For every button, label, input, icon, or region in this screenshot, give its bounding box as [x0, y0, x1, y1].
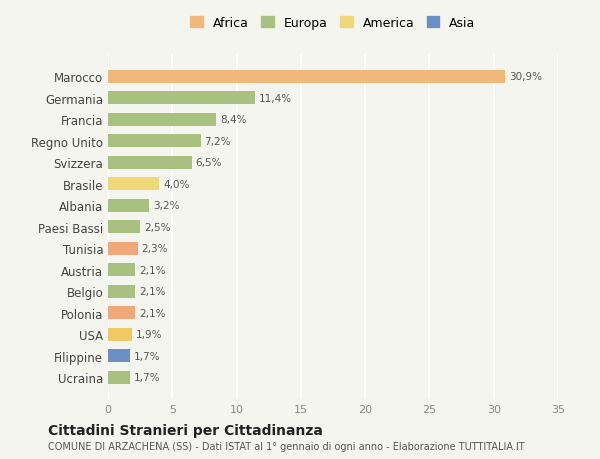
Text: 6,5%: 6,5%	[196, 158, 222, 168]
Text: 7,2%: 7,2%	[205, 136, 231, 146]
Text: 1,7%: 1,7%	[134, 372, 160, 382]
Bar	[108, 92, 254, 105]
Legend: Africa, Europa, America, Asia: Africa, Europa, America, Asia	[190, 17, 476, 29]
Bar	[108, 199, 149, 212]
Bar	[108, 328, 133, 341]
Text: 2,5%: 2,5%	[144, 222, 170, 232]
Bar	[108, 285, 135, 298]
Text: 2,1%: 2,1%	[139, 265, 166, 275]
Text: 30,9%: 30,9%	[509, 72, 542, 82]
Bar	[108, 263, 135, 276]
Bar	[108, 135, 200, 148]
Text: 1,7%: 1,7%	[134, 351, 160, 361]
Bar	[108, 157, 191, 169]
Bar	[108, 113, 216, 127]
Bar	[108, 242, 137, 255]
Text: 4,0%: 4,0%	[163, 179, 190, 189]
Text: 11,4%: 11,4%	[259, 94, 292, 104]
Text: 8,4%: 8,4%	[220, 115, 247, 125]
Text: 1,9%: 1,9%	[136, 330, 163, 339]
Bar	[108, 307, 135, 319]
Bar	[108, 349, 130, 362]
Bar	[108, 221, 140, 234]
Text: 2,1%: 2,1%	[139, 308, 166, 318]
Bar	[108, 371, 130, 384]
Text: Cittadini Stranieri per Cittadinanza: Cittadini Stranieri per Cittadinanza	[48, 423, 323, 437]
Text: COMUNE DI ARZACHENA (SS) - Dati ISTAT al 1° gennaio di ogni anno - Elaborazione : COMUNE DI ARZACHENA (SS) - Dati ISTAT al…	[48, 441, 524, 451]
Bar	[108, 71, 505, 84]
Text: 2,1%: 2,1%	[139, 286, 166, 297]
Text: 2,3%: 2,3%	[142, 244, 168, 254]
Text: 3,2%: 3,2%	[153, 201, 179, 211]
Bar	[108, 178, 160, 191]
